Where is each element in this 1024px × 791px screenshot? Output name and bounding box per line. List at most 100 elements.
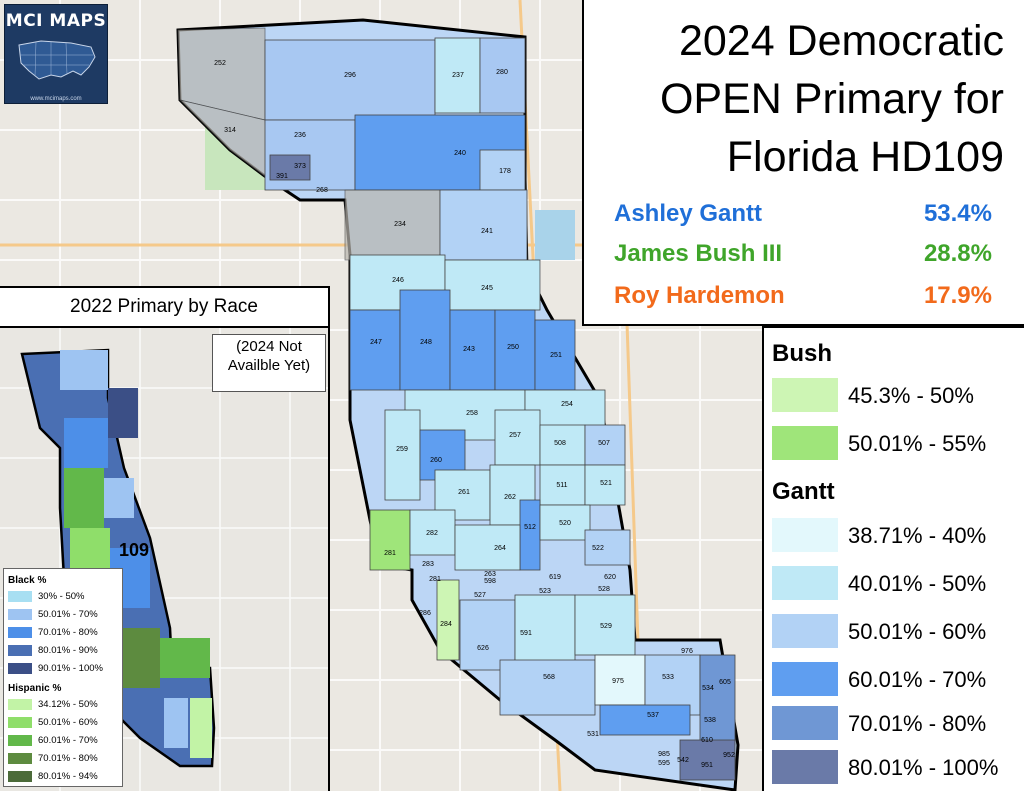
svg-text:268: 268 xyxy=(316,187,328,194)
candidate-pct-gantt: 53.4% xyxy=(923,200,992,227)
precinct-245 xyxy=(444,259,541,311)
mci-maps-logo: MCI MAPS www.mcimaps.com xyxy=(4,4,108,104)
svg-text:542: 542 xyxy=(677,757,689,764)
precinct-507 xyxy=(584,424,626,466)
svg-text:391: 391 xyxy=(276,173,288,180)
legend-swatch-gantt-3 xyxy=(772,614,838,648)
candidate-pct-hardemon: 17.9% xyxy=(923,282,992,309)
svg-text:527: 527 xyxy=(474,592,486,599)
precinct-243 xyxy=(449,309,496,391)
legend-swatch-bush-1 xyxy=(772,378,838,412)
svg-text:280: 280 xyxy=(496,69,508,76)
svg-text:254: 254 xyxy=(561,401,573,408)
svg-text:511: 511 xyxy=(556,482,567,489)
svg-text:529: 529 xyxy=(600,623,612,630)
inset-legend-label-hispanic-4: 70.01% - 80% xyxy=(38,753,98,764)
inset-legend-swatch-hispanic-5 xyxy=(8,771,32,782)
svg-text:534: 534 xyxy=(702,685,714,692)
precinct-296 xyxy=(264,39,436,121)
inset-title: 2022 Primary by Race xyxy=(0,288,328,328)
precinct-284 xyxy=(436,579,460,661)
precinct-251 xyxy=(534,319,576,391)
inset-district-label: 109 xyxy=(119,540,149,560)
precinct-511 xyxy=(539,464,586,506)
precinct-247 xyxy=(349,309,401,391)
precinct-626 xyxy=(459,599,516,671)
inset-legend-label-black-4: 80.01% - 90% xyxy=(38,645,98,656)
legend-label-gantt-1: 38.71% - 40% xyxy=(848,523,987,548)
svg-text:537: 537 xyxy=(647,712,659,719)
svg-text:258: 258 xyxy=(466,410,478,417)
precinct-178 xyxy=(479,149,526,191)
svg-text:264: 264 xyxy=(494,545,506,552)
svg-text:314: 314 xyxy=(224,127,236,134)
svg-text:286: 286 xyxy=(419,610,431,617)
svg-text:598: 598 xyxy=(484,578,496,585)
inset-legend-label-hispanic-2: 50.01% - 60% xyxy=(38,717,98,728)
svg-text:521: 521 xyxy=(600,480,612,487)
svg-text:246: 246 xyxy=(392,277,404,284)
svg-text:952: 952 xyxy=(723,752,735,759)
svg-text:610: 610 xyxy=(701,737,713,744)
inset-legend-swatch-black-3 xyxy=(8,627,32,638)
svg-text:975: 975 xyxy=(612,678,624,685)
svg-text:568: 568 xyxy=(543,674,555,681)
logo-name: MCI MAPS xyxy=(5,11,107,31)
precinct-512 xyxy=(519,499,541,571)
title-panel: 2024 Democratic OPEN Primary for Florida… xyxy=(582,0,1024,326)
results-legend: Bush 45.3% - 50% 50.01% - 55% Gantt 38.7… xyxy=(762,326,1024,791)
svg-text:619: 619 xyxy=(549,574,561,581)
legend-swatch-gantt-1 xyxy=(772,518,838,552)
precinct-257 xyxy=(494,409,541,466)
inset-legend-swatch-black-1 xyxy=(8,591,32,602)
precinct-237 xyxy=(434,37,481,114)
svg-text:528: 528 xyxy=(598,586,610,593)
svg-text:250: 250 xyxy=(507,344,519,351)
svg-text:507: 507 xyxy=(598,440,610,447)
svg-text:512: 512 xyxy=(524,524,536,531)
legend-label-gantt-6: 80.01% - 100% xyxy=(848,755,999,780)
svg-text:281: 281 xyxy=(384,550,396,557)
inset-race-map-panel: 109 2022 Primary by Race (2024 Not Avail… xyxy=(0,286,330,791)
svg-text:533: 533 xyxy=(662,674,674,681)
precinct-373 xyxy=(269,154,311,181)
precinct-537 xyxy=(599,704,691,736)
svg-text:531: 531 xyxy=(587,731,599,738)
legend-label-bush-2: 50.01% - 55% xyxy=(848,431,987,456)
inset-legend-swatch-black-4 xyxy=(8,645,32,656)
inset-legend-label-hispanic-1: 34.12% - 50% xyxy=(38,699,98,710)
svg-text:251: 251 xyxy=(550,352,562,359)
legend-label-gantt-4: 60.01% - 70% xyxy=(848,667,987,692)
inset-legend-label-black-5: 90.01% - 100% xyxy=(38,663,103,674)
inset-legend-label-black-2: 50.01% - 70% xyxy=(38,609,98,620)
svg-text:296: 296 xyxy=(344,72,356,79)
svg-text:243: 243 xyxy=(463,346,475,353)
svg-text:626: 626 xyxy=(477,645,489,652)
precinct-522 xyxy=(584,529,631,566)
svg-text:234: 234 xyxy=(394,221,406,228)
candidate-pct-bush: 28.8% xyxy=(923,240,992,267)
precinct-234 xyxy=(344,189,441,261)
inset-note-line-1: (2024 Not xyxy=(236,338,302,355)
legend-heading-bush: Bush xyxy=(772,340,832,367)
inset-legend-swatch-hispanic-4 xyxy=(8,753,32,764)
svg-text:284: 284 xyxy=(440,621,452,628)
legend-heading-gantt: Gantt xyxy=(772,478,835,505)
svg-text:283: 283 xyxy=(422,561,434,568)
inset-legend-label-hispanic-5: 80.01% - 94% xyxy=(38,771,98,782)
svg-text:595: 595 xyxy=(658,760,670,767)
svg-text:282: 282 xyxy=(426,530,438,537)
inset-legend-label-hispanic-3: 60.01% - 70% xyxy=(38,735,98,746)
inset-note: (2024 Not Availble Yet) xyxy=(212,334,326,392)
title-line-3: Florida HD109 xyxy=(726,133,1004,181)
svg-text:522: 522 xyxy=(592,545,604,552)
precinct-264 xyxy=(454,524,521,571)
svg-text:508: 508 xyxy=(554,440,566,447)
svg-text:538: 538 xyxy=(704,717,716,724)
inset-legend-swatch-hispanic-2 xyxy=(8,717,32,728)
svg-text:523: 523 xyxy=(539,588,551,595)
precinct-591 xyxy=(514,594,576,666)
svg-text:236: 236 xyxy=(294,132,306,139)
precinct-534 xyxy=(699,654,736,746)
inset-race-legend: Black % 30% - 50% 50.01% - 70% 70.01% - … xyxy=(3,568,123,787)
